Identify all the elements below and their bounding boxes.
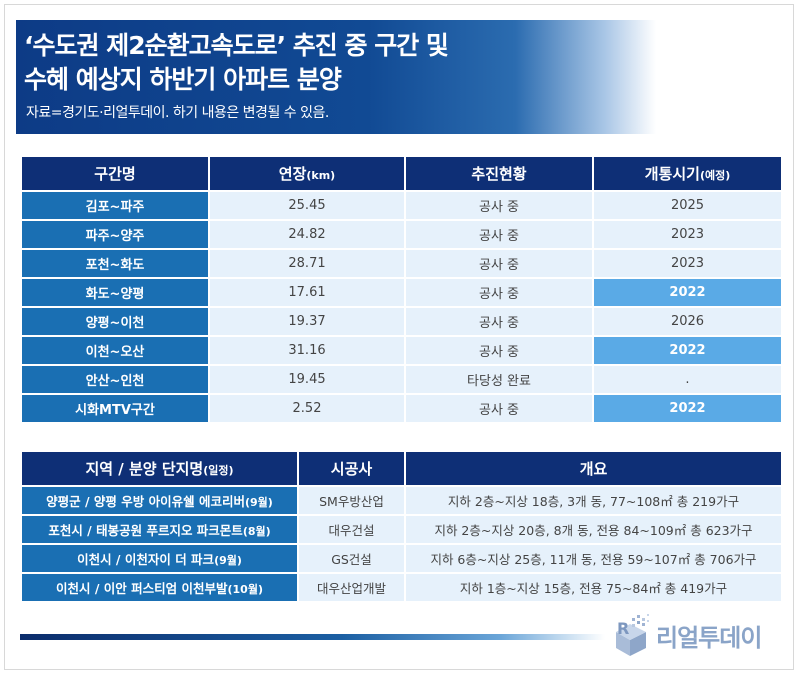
complex-name: 포천시 / 태봉공원 푸르지오 파크몬트 — [48, 523, 243, 538]
complex-name: 이천시 / 이천자이 더 파크 — [77, 552, 215, 567]
sale-schedule: (9월) — [244, 496, 273, 509]
opening-year-cell: 2022 — [594, 335, 781, 364]
column-label: 연장 — [278, 165, 307, 183]
table-row: 포천~화도 28.71 공사 중 2023 — [22, 248, 781, 277]
table-row: 양평군 / 양평 우방 아이유쉘 에코리버(9월) SM우방산업 지하 2층~지상 … — [22, 485, 781, 514]
table-row: 안산~인천 19.45 타당성 완료. — [22, 364, 781, 393]
column-label: 추진현황 — [471, 165, 527, 183]
table-row: 포천시 / 태봉공원 푸르지오 파크몬트(8월) 대우건설 지하 2층~지상 20층… — [22, 514, 781, 543]
status-cell: 공사 중 — [406, 219, 594, 248]
source-note: 자료=경기도·리얼투데이. 하기 내용은 변경될 수 있음. — [26, 105, 329, 121]
complex-name-cell: 이천시 / 이안 퍼스티엄 이천부발(10월) — [22, 572, 299, 601]
column-label: 개요 — [579, 460, 608, 478]
opening-year-cell: 2025 — [594, 190, 781, 219]
builder-cell: 대우건설 — [299, 514, 406, 543]
status-cell: 공사 중 — [406, 277, 594, 306]
builder-cell: 대우산업개발 — [299, 572, 406, 601]
opening-year-cell: 2023 — [594, 248, 781, 277]
complex-name-cell: 양평군 / 양평 우방 아이유쉘 에코리버(9월) — [22, 485, 299, 514]
column-header-complex: 지역 / 분양 단지명(일정) — [22, 452, 299, 485]
summary-cell: 지하 2층~지상 18층, 3개 동, 77~108㎡ 총 219가구 — [406, 485, 781, 514]
sale-schedule: (10월) — [227, 583, 263, 596]
table-row: 파주~양주 24.82 공사 중 2023 — [22, 219, 781, 248]
column-header-section: 구간명 — [22, 157, 210, 190]
complex-name-cell: 이천시 / 이천자이 더 파크(9월) — [22, 543, 299, 572]
column-label: 시공사 — [330, 460, 373, 478]
opening-year-cell: . — [594, 364, 781, 393]
table-header-row: 지역 / 분양 단지명(일정) 시공사 개요 — [22, 452, 781, 485]
section-name-cell: 화도~양평 — [22, 277, 210, 306]
length-cell: 2.52 — [210, 393, 406, 422]
column-label: 구간명 — [94, 165, 136, 183]
status-cell: 공사 중 — [406, 190, 594, 219]
length-cell: 17.61 — [210, 277, 406, 306]
column-header-status: 추진현황 — [406, 157, 594, 190]
length-cell: 24.82 — [210, 219, 406, 248]
section-name-cell: 파주~양주 — [22, 219, 210, 248]
section-name-cell: 안산~인천 — [22, 364, 210, 393]
column-unit: (km) — [306, 169, 336, 182]
length-cell: 19.45 — [210, 364, 406, 393]
column-label: 개통시기 — [644, 165, 700, 183]
status-cell: 타당성 완료 — [406, 364, 594, 393]
opening-year-cell: 2026 — [594, 306, 781, 335]
column-label: 지역 / 분양 단지명 — [85, 460, 204, 478]
length-cell: 25.45 — [210, 190, 406, 219]
opening-year-cell: 2022 — [594, 393, 781, 422]
builder-cell: GS건설 — [299, 543, 406, 572]
complex-name-cell: 포천시 / 태봉공원 푸르지오 파크몬트(8월) — [22, 514, 299, 543]
column-header-summary: 개요 — [406, 452, 781, 485]
table-row: 이천시 / 이천자이 더 파크(9월) GS건설 지하 6층~지상 25층, 11개… — [22, 543, 781, 572]
status-cell: 공사 중 — [406, 393, 594, 422]
svg-text:R: R — [617, 619, 629, 638]
decorative-gradient-bar — [20, 634, 605, 640]
complex-name: 이천시 / 이안 퍼스티엄 이천부발 — [56, 581, 228, 596]
column-header-length: 연장(km) — [210, 157, 406, 190]
summary-cell: 지하 2층~지상 20층, 8개 동, 전용 84~109㎡ 총 623가구 — [406, 514, 781, 543]
length-cell: 31.16 — [210, 335, 406, 364]
page-title-line2: 수혜 예상지 하반기 아파트 분양 — [24, 65, 342, 94]
section-name-cell: 김포~파주 — [22, 190, 210, 219]
table-row: 양평~이천 19.37 공사 중 2026 — [22, 306, 781, 335]
section-name-cell: 이천~오산 — [22, 335, 210, 364]
realtoday-logo-icon: R — [612, 612, 652, 658]
realtoday-logo: R 리얼투데이 — [612, 612, 762, 658]
section-name-cell: 포천~화도 — [22, 248, 210, 277]
title-banner — [16, 20, 656, 134]
section-name-cell: 양평~이천 — [22, 306, 210, 335]
status-cell: 공사 중 — [406, 335, 594, 364]
page-title-line1: ‘수도권 제2순환고속도로’ 추진 중 구간 및 — [24, 31, 449, 60]
table-row: 이천시 / 이안 퍼스티엄 이천부발(10월) 대우산업개발 지하 1층~지상 15… — [22, 572, 781, 601]
column-unit: (일정) — [203, 464, 234, 477]
column-unit: (예정) — [699, 169, 731, 182]
summary-cell: 지하 6층~지상 25층, 11개 동, 전용 59~107㎡ 총 706가구 — [406, 543, 781, 572]
length-cell: 19.37 — [210, 306, 406, 335]
sale-schedule: (8월) — [242, 525, 271, 538]
table-row: 시화MTV구간 2.52 공사 중 2022 — [22, 393, 781, 422]
sale-schedule: (9월) — [214, 554, 242, 567]
logo-text: 리얼투데이 — [656, 623, 762, 652]
apartment-sales-table: 지역 / 분양 단지명(일정) 시공사 개요 양평군 / 양평 우방 아이유쉘 … — [22, 452, 781, 601]
table-header-row: 구간명 연장(km) 추진현황 개통시기(예정) — [22, 157, 781, 190]
status-cell: 공사 중 — [406, 306, 594, 335]
builder-cell: SM우방산업 — [299, 485, 406, 514]
table-row: 이천~오산 31.16 공사 중 2022 — [22, 335, 781, 364]
table-row: 김포~파주 25.45 공사 중 2025 — [22, 190, 781, 219]
section-name-cell: 시화MTV구간 — [22, 393, 210, 422]
length-cell: 28.71 — [210, 248, 406, 277]
complex-name: 양평군 / 양평 우방 아이유쉘 에코리버 — [46, 494, 245, 509]
opening-year-cell: 2023 — [594, 219, 781, 248]
status-cell: 공사 중 — [406, 248, 594, 277]
column-header-builder: 시공사 — [299, 452, 406, 485]
column-header-opening: 개통시기(예정) — [594, 157, 781, 190]
table-row: 화도~양평 17.61 공사 중 2022 — [22, 277, 781, 306]
opening-year-cell: 2022 — [594, 277, 781, 306]
summary-cell: 지하 1층~지상 15층, 전용 75~84㎡ 총 419가구 — [406, 572, 781, 601]
